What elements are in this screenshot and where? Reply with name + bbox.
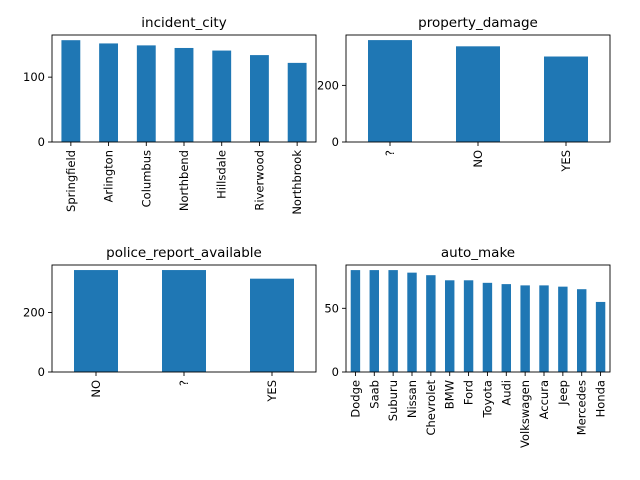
chart-title: property_damage — [418, 15, 538, 31]
x-tick-label: Dodge — [348, 380, 362, 418]
x-tick-label: NO — [471, 150, 485, 168]
bar- — [162, 270, 206, 372]
x-tick-label: Saab — [367, 380, 381, 409]
bar-no — [456, 46, 500, 142]
bar-ford — [463, 280, 474, 372]
y-tick-label: 100 — [23, 70, 45, 84]
x-tick-label: Mercedes — [575, 380, 589, 435]
bar-accura — [539, 285, 549, 372]
y-tick-label: 200 — [23, 306, 45, 320]
bar-volkswagen — [520, 285, 530, 372]
bar-saab — [369, 270, 379, 372]
bar-toyota — [482, 282, 493, 372]
bar-riverwood — [250, 55, 269, 142]
chart-title: incident_city — [141, 15, 226, 31]
y-tick-label: 0 — [332, 365, 339, 379]
x-tick-label: Riverwood — [252, 150, 266, 211]
bar-chevrolet — [426, 275, 436, 372]
x-tick-label: BMW — [443, 380, 457, 409]
bar-honda — [595, 301, 606, 372]
x-tick-label: Volkswagen — [518, 380, 532, 448]
x-tick-label: Audi — [499, 380, 513, 406]
bar-no — [74, 270, 118, 372]
x-tick-label: Nissan — [405, 380, 419, 418]
subplot-4: 0 50 Dodge Saab Suburu Nissan Chevrolet BMW Ford… — [324, 245, 611, 448]
axes-frame — [345, 264, 611, 373]
y-tick-label: 0 — [38, 135, 45, 149]
y-tick-label: 50 — [324, 301, 339, 315]
chart-title: police_report_available — [106, 245, 262, 261]
bar-northbend — [174, 47, 194, 142]
x-tick-label: YES — [265, 380, 279, 403]
y-tick-label: 200 — [317, 78, 339, 92]
bar-suburu — [388, 270, 398, 372]
subplot-2: 0 200? NO YES property_damage — [317, 15, 611, 173]
bar-nissan — [407, 272, 417, 372]
bar-dodge — [350, 270, 361, 372]
subplot-3: 0 200 NO? YES police_report_available — [23, 245, 317, 403]
x-tick-label: Ford — [462, 380, 476, 405]
bar-arlington — [99, 43, 118, 142]
bar-columbus — [136, 45, 156, 142]
x-tick-label: NO — [89, 380, 103, 398]
bar-hillsdale — [212, 50, 232, 143]
x-tick-label: Northbrook — [290, 150, 304, 215]
x-tick-label: ? — [177, 380, 191, 386]
bar-northbrook — [287, 62, 307, 142]
bar-jeep — [558, 286, 568, 372]
chart-title: auto_make — [441, 245, 515, 261]
subplot-1: 0 100 Springfield Arlington Columbus Northben… — [23, 15, 317, 215]
x-tick-label: Hillsdale — [215, 150, 229, 199]
bar-audi — [501, 284, 511, 372]
bar- — [368, 40, 412, 142]
x-tick-label: Honda — [594, 380, 608, 417]
x-tick-label: YES — [559, 150, 573, 173]
x-tick-label: ? — [383, 150, 397, 156]
x-tick-label: Springfield — [64, 150, 78, 212]
bar-bmw — [445, 280, 455, 372]
x-tick-label: Jeep — [556, 380, 570, 406]
x-tick-label: Northbend — [177, 150, 191, 211]
x-tick-label: Chevrolet — [424, 380, 438, 436]
x-tick-label: Columbus — [139, 150, 153, 207]
x-tick-label: Arlington — [102, 150, 116, 202]
y-tick-label: 0 — [332, 135, 339, 149]
bar-mercedes — [577, 289, 587, 372]
x-tick-label: Suburu — [386, 380, 400, 421]
y-tick-label: 0 — [38, 365, 45, 379]
bar-springfield — [61, 40, 81, 142]
bar-yes — [544, 56, 588, 143]
x-tick-label: Accura — [537, 380, 551, 419]
bar-yes — [250, 278, 294, 372]
x-tick-label: Toyota — [480, 380, 494, 419]
